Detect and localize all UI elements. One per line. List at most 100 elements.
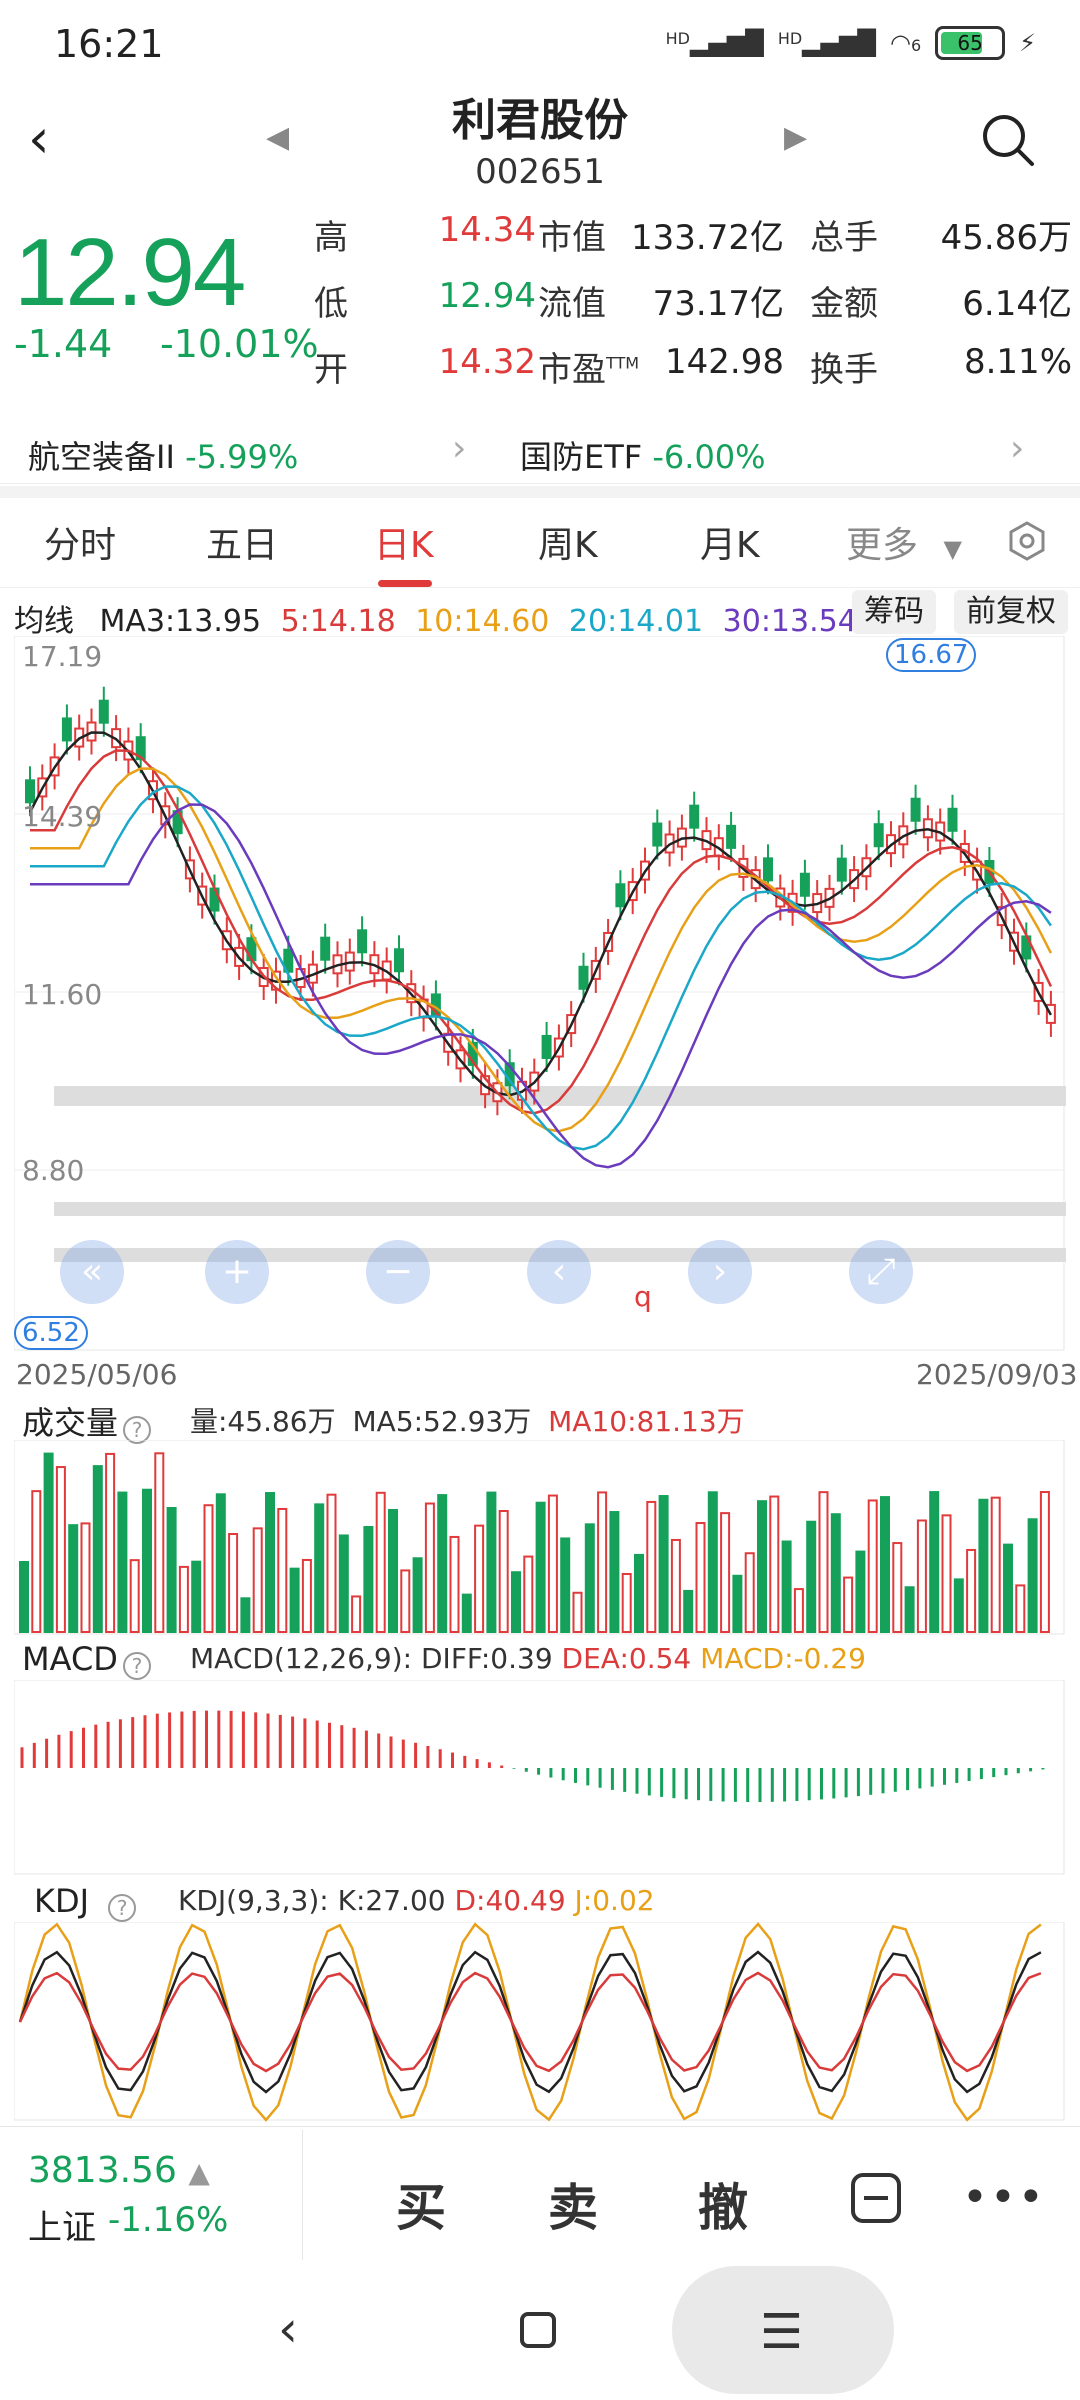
dropdown-triangle-icon: ▼ <box>943 535 962 563</box>
fullscreen-button[interactable]: ⤢ <box>849 1240 913 1304</box>
tab-intraday[interactable]: 分时 <box>44 525 117 566</box>
ma-line <box>30 767 1053 1133</box>
volume-bar <box>523 1555 534 1633</box>
amount-label: 金额 <box>810 284 878 324</box>
trade-bar <box>0 2126 1080 2266</box>
amount-value: 6.14亿 <box>962 284 1072 324</box>
end-date: 2025/09/03 <box>916 1358 1078 1391</box>
help-icon[interactable]: ? <box>123 1415 152 1444</box>
volume-bar <box>400 1569 411 1633</box>
volume-bar <box>916 1519 927 1633</box>
tab-daily-k[interactable]: 日K <box>374 525 434 566</box>
zoom-out-button[interactable]: − <box>366 1240 430 1304</box>
volume-bar <box>670 1538 681 1633</box>
price-change-pct: -10.01% <box>160 322 319 366</box>
sell-button[interactable]: 卖 <box>548 2179 598 2237</box>
volume-bar <box>486 1491 497 1633</box>
volume-bar <box>941 1514 952 1633</box>
candle-body <box>135 736 146 761</box>
buy-button[interactable]: 买 <box>396 2179 446 2237</box>
kdj-line <box>18 1950 1042 2094</box>
volume-bar <box>474 1524 485 1633</box>
nav-home-icon[interactable] <box>518 2310 558 2354</box>
pe-value: 142.98 <box>665 342 784 382</box>
high-value: 14.34 <box>438 210 536 250</box>
more-icon[interactable]: ••• <box>962 2172 1046 2223</box>
volume-bar <box>1039 1491 1050 1633</box>
volume-bar <box>142 1488 152 1633</box>
volume-bar <box>953 1578 964 1633</box>
kdj-k: K:27.00 <box>337 1884 446 1917</box>
high-label: 高 <box>314 218 348 258</box>
scroll-right-button[interactable]: › <box>688 1240 752 1304</box>
prev-stock-arrow-icon[interactable]: ◀ <box>266 120 290 155</box>
volume-ma5: MA5:52.93万 <box>352 1405 532 1438</box>
kdj-chart[interactable] <box>14 1922 1066 2122</box>
nav-back-icon[interactable]: ‹ <box>278 2300 298 2358</box>
help-icon[interactable]: ? <box>123 1651 152 1680</box>
volume-bar <box>621 1572 632 1633</box>
search-icon[interactable] <box>978 110 1038 170</box>
candle-body <box>578 965 589 990</box>
sector-row: 航空装备II -5.99% › 国防ETF -6.00% › <box>0 418 1080 484</box>
candle-body <box>25 779 35 804</box>
macd-chart[interactable] <box>14 1680 1066 1876</box>
chevron-right-icon: › <box>1010 428 1025 469</box>
status-icons: HD▂▄▆█ HD▂▄▆█ ◠6 65 ⚡ <box>666 26 1036 60</box>
scroll-left-button[interactable]: ‹ <box>527 1240 591 1304</box>
volume-bar <box>634 1553 644 1633</box>
candle-body <box>541 1034 552 1059</box>
index-value[interactable]: 3813.56 ▲ <box>28 2150 210 2191</box>
condition-order-icon[interactable] <box>850 2172 902 2228</box>
volume-bar <box>609 1511 620 1633</box>
volume-bar <box>781 1540 792 1633</box>
current-price: 12.94 <box>14 219 246 326</box>
market-cap-label: 市值 <box>538 218 606 258</box>
sector-item-defense-etf[interactable]: 国防ETF -6.00% <box>520 438 766 476</box>
volume-bar <box>203 1504 214 1633</box>
float-cap-value: 73.17亿 <box>652 284 784 324</box>
ma10-value: 10:14.60 <box>415 604 550 639</box>
volume-bar <box>830 1513 841 1633</box>
volume-bar <box>806 1520 817 1633</box>
next-stock-arrow-icon[interactable]: ▶ <box>784 120 808 155</box>
volume-bar <box>449 1535 460 1633</box>
wifi-icon: ◠6 <box>890 29 922 57</box>
adjust-button[interactable]: 前复权 <box>954 590 1068 634</box>
volume-chart[interactable] <box>14 1440 1066 1636</box>
back-button[interactable]: ‹ <box>28 107 50 170</box>
open-value: 14.32 <box>438 342 536 382</box>
period-tabs: 分时 五日 日K 周K 月K 更多 ▼ <box>0 498 1080 588</box>
tab-more[interactable]: 更多 ▼ <box>846 525 962 566</box>
sector-item-aviation[interactable]: 航空装备II -5.99% <box>28 438 299 476</box>
volume-header: 成交量 ? <box>22 1398 152 1444</box>
chip-band <box>54 1086 1066 1106</box>
chips-button[interactable]: 筹码 <box>852 590 936 634</box>
volume-bar <box>1003 1543 1013 1633</box>
ma30-value: 30:13.54 <box>722 604 857 639</box>
volume-bar <box>166 1506 177 1633</box>
volume-bar <box>757 1500 767 1633</box>
volume-bar <box>412 1557 423 1633</box>
chart-hint-char: q <box>634 1280 652 1313</box>
volume-bar <box>375 1491 386 1633</box>
volume-bar <box>597 1491 608 1633</box>
stock-name: 利君股份 <box>452 95 628 146</box>
nav-menu-icon[interactable]: ☰ <box>760 2304 804 2360</box>
candle-body <box>357 929 368 954</box>
high-marker: 16.67 <box>886 638 977 672</box>
volume-bar <box>363 1525 374 1633</box>
volume-now: 量:45.86万 <box>190 1405 336 1438</box>
volume-bar <box>720 1512 731 1633</box>
kline-chart[interactable] <box>14 636 1066 1352</box>
scroll-left-fast-button[interactable]: « <box>60 1240 124 1304</box>
tab-monthly-k[interactable]: 月K <box>700 525 760 566</box>
cancel-order-button[interactable]: 撤 <box>698 2179 748 2237</box>
volume-bar <box>314 1503 325 1633</box>
tab-five-day[interactable]: 五日 <box>206 525 279 566</box>
zoom-in-button[interactable]: + <box>205 1240 269 1304</box>
tab-weekly-k[interactable]: 周K <box>538 525 598 566</box>
help-icon[interactable]: ? <box>108 1893 137 1922</box>
candle-body <box>652 822 663 847</box>
settings-icon[interactable] <box>1006 520 1048 566</box>
